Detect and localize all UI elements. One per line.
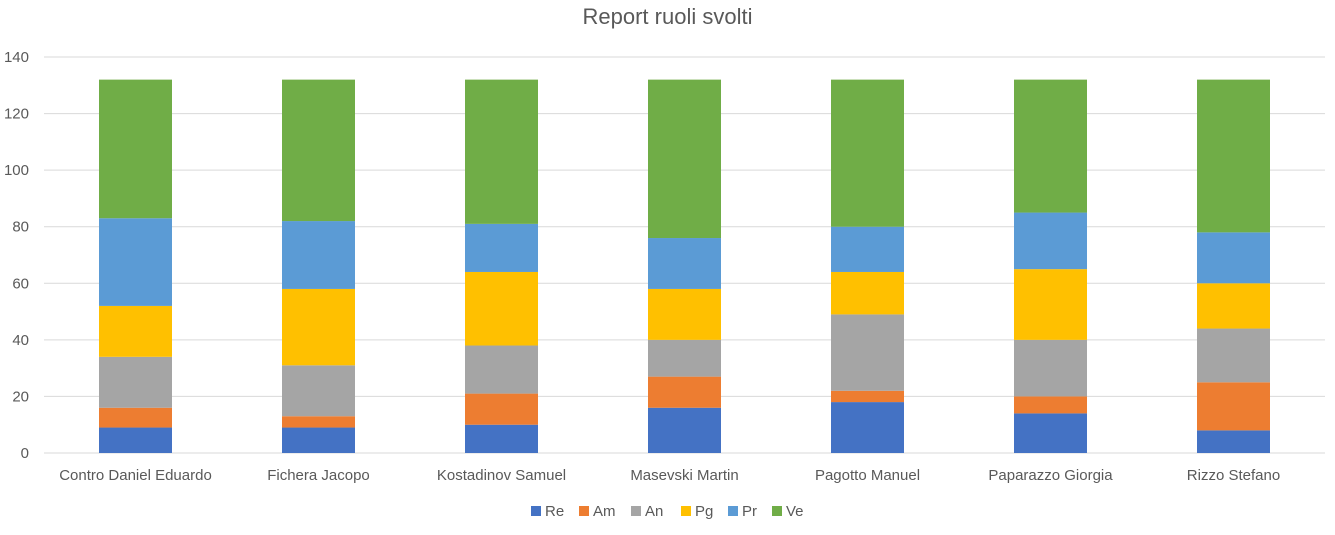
bar-segment bbox=[831, 402, 904, 453]
bar-segment bbox=[282, 288, 355, 366]
bar-segment bbox=[1014, 339, 1087, 397]
bar-segment bbox=[99, 427, 172, 453]
bar-segment bbox=[1014, 79, 1087, 213]
bar-segment bbox=[1197, 430, 1270, 453]
y-tick-label: 100 bbox=[4, 162, 29, 179]
y-tick-label: 60 bbox=[12, 275, 29, 292]
bar-segment bbox=[99, 356, 172, 408]
bar-segment bbox=[1014, 396, 1087, 414]
x-tick-label: Paparazzo Giorgia bbox=[988, 467, 1113, 484]
legend-swatch bbox=[579, 506, 589, 516]
bar-segment bbox=[465, 271, 538, 346]
bar-segment bbox=[465, 424, 538, 453]
y-tick-label: 20 bbox=[12, 388, 29, 405]
bar-segment bbox=[831, 314, 904, 391]
bar-segment bbox=[648, 288, 721, 340]
bar-segment bbox=[1014, 212, 1087, 270]
bar-segment bbox=[282, 365, 355, 417]
x-tick-label: Fichera Jacopo bbox=[267, 467, 370, 484]
bar-segment bbox=[1197, 79, 1270, 233]
x-tick-label: Pagotto Manuel bbox=[815, 467, 920, 484]
legend-swatch bbox=[772, 506, 782, 516]
bar-segment bbox=[1197, 283, 1270, 329]
legend-label: Pg bbox=[695, 503, 713, 520]
bar-segment bbox=[831, 271, 904, 315]
bar-segment bbox=[99, 407, 172, 428]
bar-segment bbox=[648, 407, 721, 453]
bar-segment bbox=[465, 345, 538, 394]
bar-segment bbox=[1197, 232, 1270, 284]
bar-segment bbox=[1197, 382, 1270, 431]
legend-label: Am bbox=[593, 503, 616, 520]
y-tick-label: 140 bbox=[4, 49, 29, 66]
bar-segment bbox=[831, 79, 904, 227]
legend-label: Ve bbox=[786, 503, 804, 520]
x-tick-label: Contro Daniel Eduardo bbox=[59, 467, 212, 484]
bar-segment bbox=[1197, 328, 1270, 383]
bar-segment bbox=[648, 339, 721, 377]
legend-label: An bbox=[645, 503, 663, 520]
bar-segment bbox=[282, 79, 355, 222]
legend-label: Re bbox=[545, 503, 564, 520]
bar-segment bbox=[282, 221, 355, 289]
y-tick-label: 40 bbox=[12, 332, 29, 349]
bar-segment bbox=[648, 79, 721, 239]
bar-segment bbox=[282, 427, 355, 453]
bar-segment bbox=[282, 416, 355, 428]
bar-segment bbox=[831, 390, 904, 403]
x-tick-label: Rizzo Stefano bbox=[1187, 467, 1280, 484]
bar-segment bbox=[1014, 413, 1087, 453]
bar-segment bbox=[831, 226, 904, 272]
bar-segment bbox=[465, 79, 538, 224]
legend-swatch bbox=[728, 506, 738, 516]
bar-segment bbox=[1014, 269, 1087, 340]
bar-segment bbox=[648, 238, 721, 289]
bar-segment bbox=[99, 79, 172, 219]
chart-title: Report ruoli svolti bbox=[582, 4, 753, 29]
bar-segment bbox=[465, 223, 538, 272]
legend-swatch bbox=[681, 506, 691, 516]
bar-segment bbox=[99, 305, 172, 357]
legend-swatch bbox=[631, 506, 641, 516]
bar-segment bbox=[648, 376, 721, 408]
y-tick-label: 0 bbox=[21, 445, 29, 462]
bar-segment bbox=[465, 393, 538, 425]
y-tick-label: 120 bbox=[4, 106, 29, 123]
legend-label: Pr bbox=[742, 503, 757, 520]
legend-swatch bbox=[531, 506, 541, 516]
x-tick-label: Kostadinov Samuel bbox=[437, 467, 566, 484]
bar-segment bbox=[99, 218, 172, 306]
x-tick-label: Masevski Martin bbox=[630, 467, 738, 484]
y-tick-label: 80 bbox=[12, 219, 29, 236]
